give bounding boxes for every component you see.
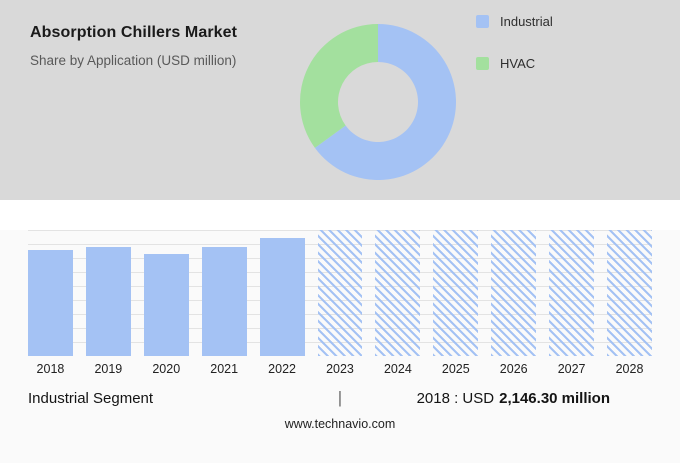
hvac-swatch <box>476 57 489 70</box>
x-axis-label-2028: 2028 <box>615 362 644 376</box>
header: Absorption Chillers Market Share by Appl… <box>30 24 237 68</box>
bar-column-2019 <box>85 230 131 356</box>
website-link[interactable]: www.technavio.com <box>284 417 396 431</box>
forecast-bar-2027 <box>549 230 595 356</box>
bar-column-2021 <box>201 230 247 356</box>
bar-column-2024 <box>375 230 421 356</box>
x-axis-label-2026: 2026 <box>499 362 528 376</box>
page-title: Absorption Chillers Market <box>30 24 238 41</box>
x-axis-label-2021: 2021 <box>210 362 239 376</box>
legend-label: HVAC <box>500 56 536 71</box>
bar-column-2027 <box>549 230 595 356</box>
footer-separator: | <box>337 388 343 407</box>
forecast-bar-2026 <box>491 230 537 356</box>
donut-slice-industrial <box>314 24 456 180</box>
x-axis-label-2027: 2027 <box>557 362 586 376</box>
bar-column-2023 <box>317 230 363 356</box>
x-axis: 2018 2019 2020 2021 2022 2023 2024 2025 2026 2027… <box>28 362 652 376</box>
bar-column-2028 <box>607 230 652 356</box>
x-axis-label-2019: 2019 <box>94 362 123 376</box>
forecast-bar-2028 <box>607 230 652 356</box>
x-axis-label-2022: 2022 <box>268 362 296 376</box>
legend: Industrial HVAC <box>476 14 553 71</box>
forecast-bar-2025 <box>433 230 479 356</box>
bar-column-2022 <box>259 230 305 356</box>
segment-label: Industrial Segment <box>28 389 154 407</box>
x-axis-label-2025: 2025 <box>441 362 470 376</box>
forecast-bar-2024 <box>375 230 421 356</box>
bar-2021 <box>201 246 247 356</box>
page-subtitle: Share by Application (USD million) <box>30 53 237 68</box>
segment-value: 2018 : USD 2,146.30 million <box>342 390 652 407</box>
value-prefix: 2018 : USD <box>416 389 495 407</box>
value-amount: 2,146.30 million <box>499 389 610 407</box>
x-axis-label-2020: 2020 <box>152 362 181 376</box>
donut-chart-svg <box>300 24 456 180</box>
infographic: Absorption Chillers Market Share by Appl… <box>0 0 680 431</box>
legend-item-industrial: Industrial <box>476 14 553 29</box>
bar-chart-plot-area <box>28 230 652 356</box>
bottom-panel: 2018 2019 2020 2021 2022 2023 2024 2025 2026 2027… <box>0 230 680 463</box>
x-axis-label-2023: 2023 <box>326 362 354 376</box>
top-panel: Absorption Chillers Market Share by Appl… <box>0 0 680 200</box>
bar-column-2025 <box>433 230 479 356</box>
donut-slice-hvac <box>300 24 378 148</box>
bar-2019 <box>85 246 131 356</box>
x-axis-label-2024: 2024 <box>383 362 412 376</box>
legend-item-hvac: HVAC <box>476 56 553 71</box>
industrial-swatch <box>476 15 489 28</box>
x-axis-label-2018: 2018 <box>36 362 65 376</box>
donut-chart <box>297 21 459 183</box>
bar-2020 <box>143 254 189 356</box>
bar-column-2020 <box>143 230 189 356</box>
bar-chart: 2018 2019 2020 2021 2022 2023 2024 2025 2026 2027… <box>28 230 652 376</box>
bar-2022 <box>259 237 305 356</box>
legend-label: Industrial <box>500 14 553 29</box>
chart-footer: Industrial Segment | 2018 : USD 2,146.30 … <box>28 388 652 408</box>
forecast-bar-2023 <box>317 230 363 356</box>
bar-column-2026 <box>491 230 537 356</box>
bar-column-2018 <box>28 230 73 356</box>
bar-2018 <box>28 249 73 356</box>
